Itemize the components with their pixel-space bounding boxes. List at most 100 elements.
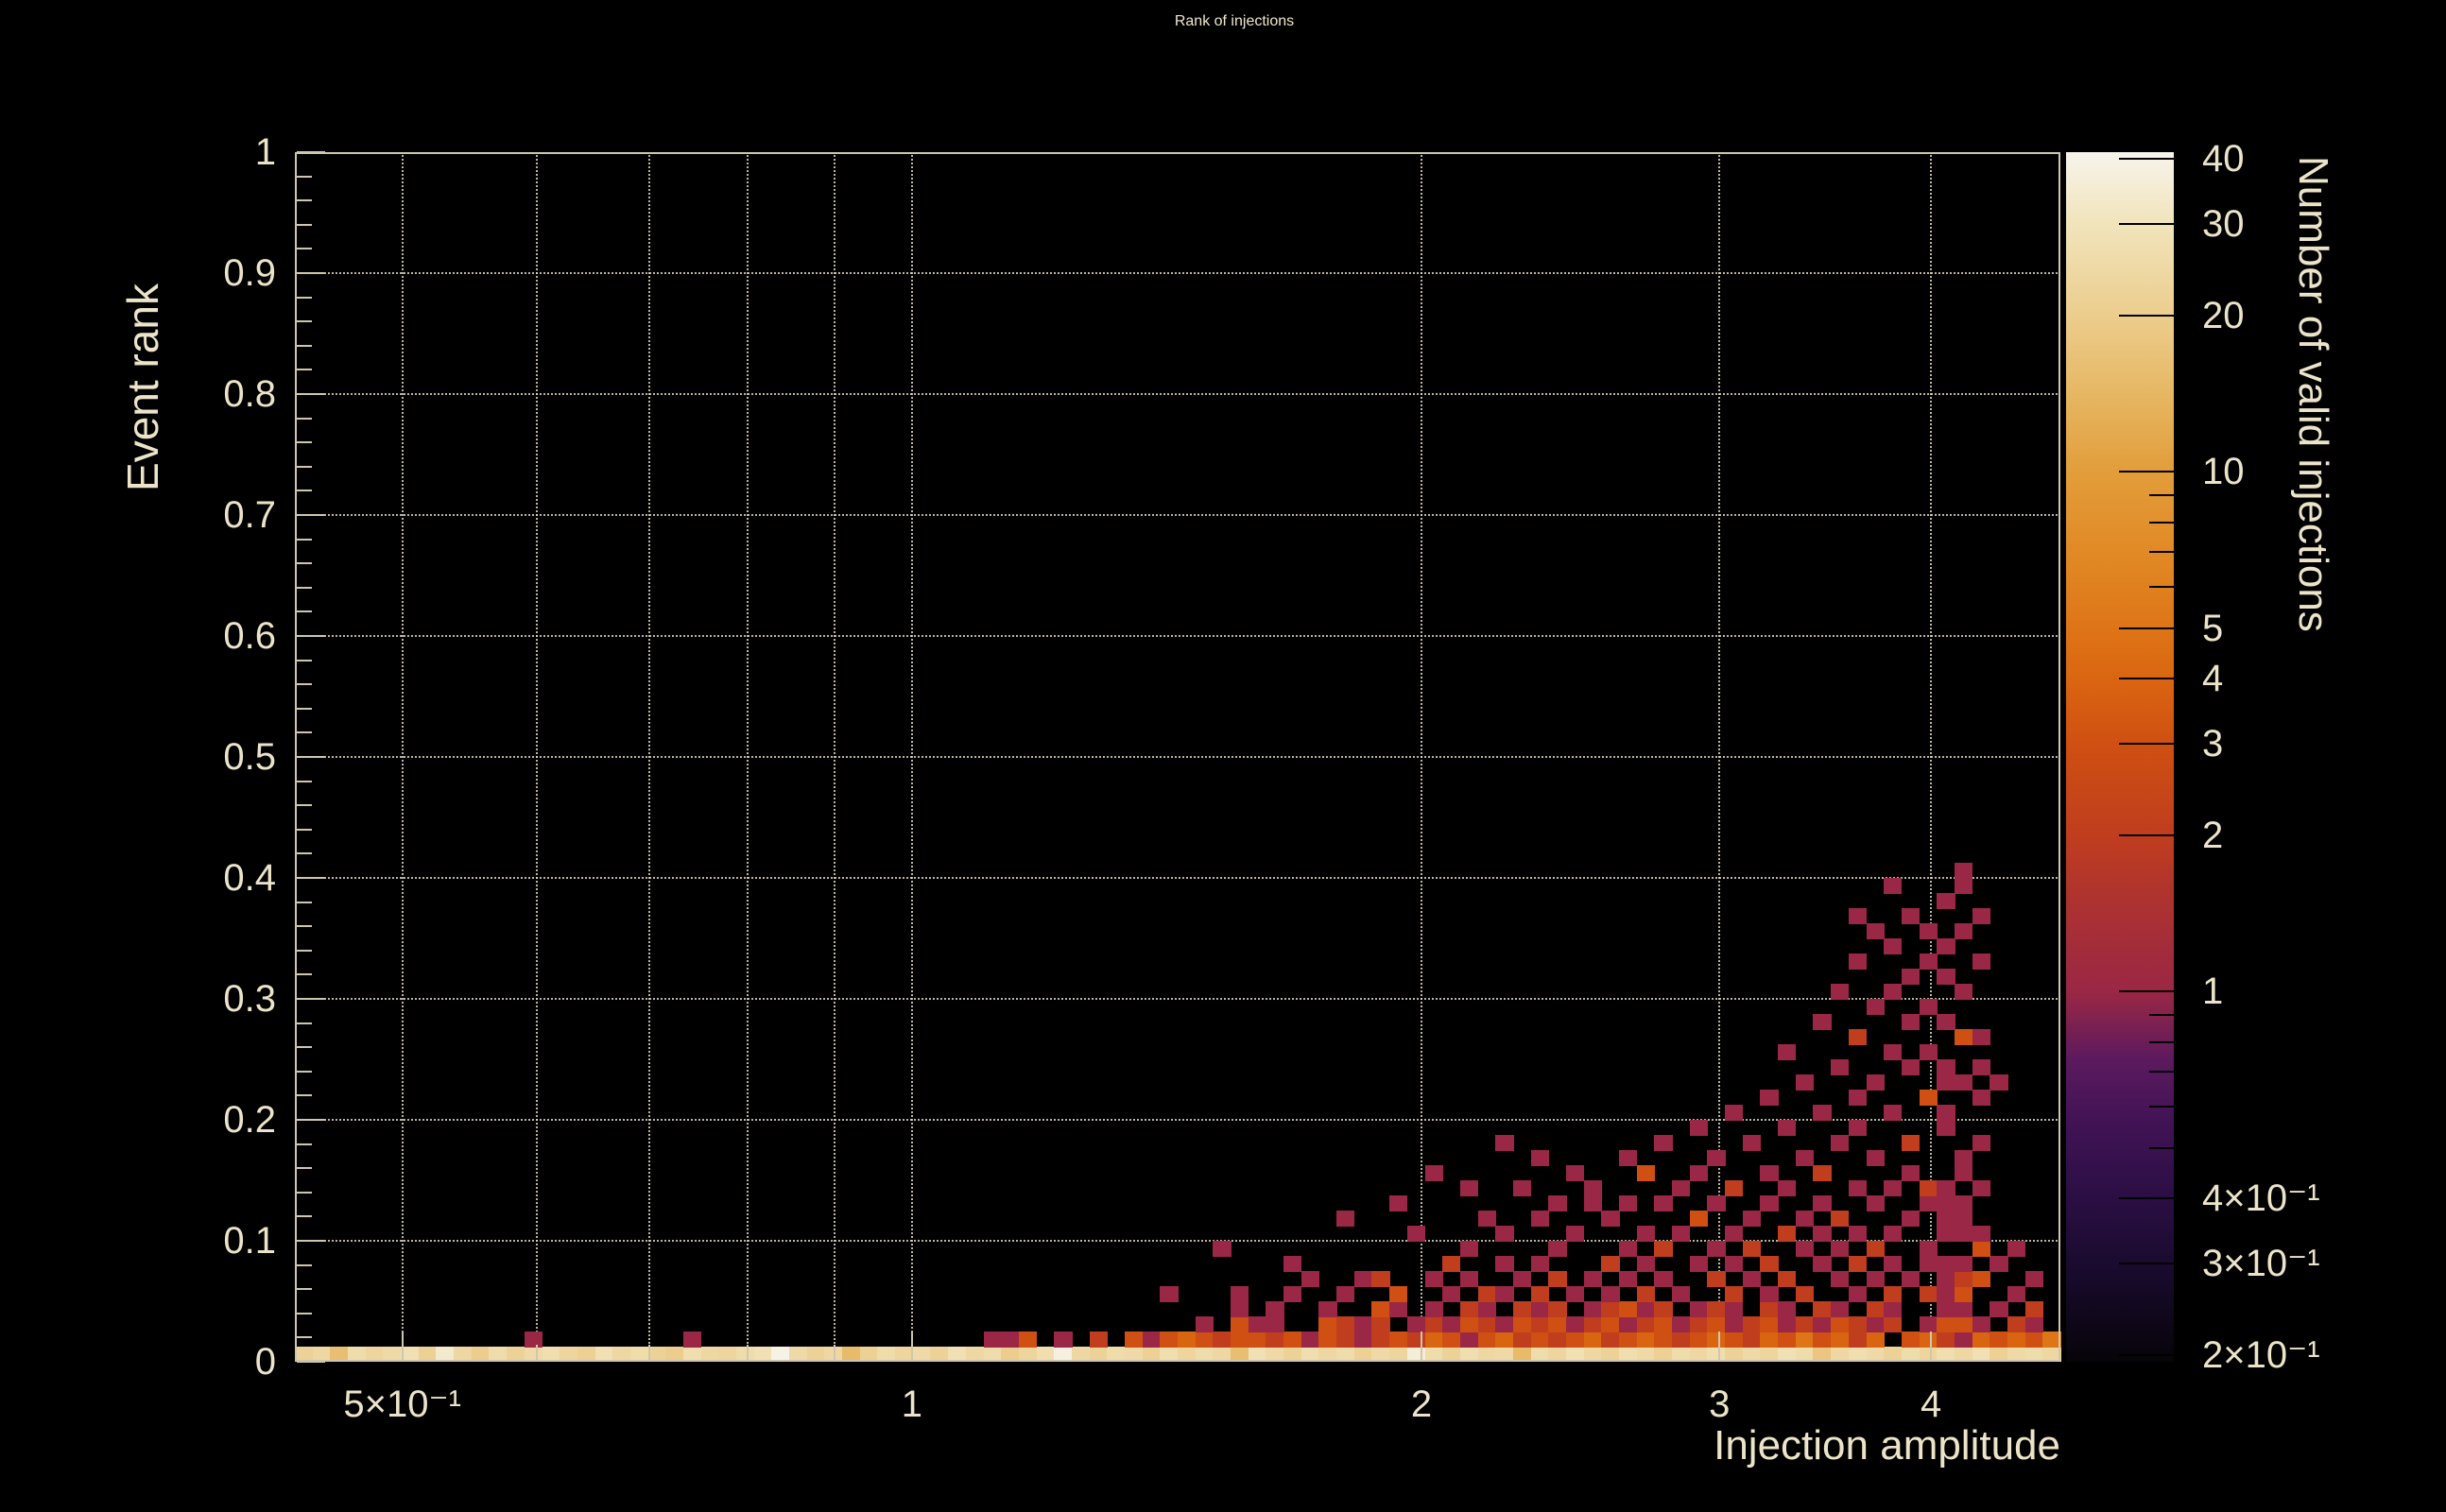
heatmap-cell: [1742, 1241, 1762, 1257]
heatmap-cell: [682, 1332, 702, 1348]
heatmap-cell: [647, 1347, 666, 1362]
colorbar-tick-label: 5: [2202, 607, 2224, 649]
heatmap-cell: [948, 1347, 967, 1362]
heatmap-cell: [1054, 1332, 1073, 1348]
heatmap-cell: [1654, 1316, 1673, 1332]
heatmap-cell: [454, 1347, 473, 1362]
heatmap-cell: [1548, 1316, 1567, 1332]
heatmap-cell: [1477, 1286, 1496, 1302]
heatmap-cell: [1901, 1347, 1921, 1362]
heatmap-cell: [1707, 1316, 1726, 1332]
x-axis-major-tick: [910, 1332, 913, 1360]
y-axis-minor-tick: [297, 586, 312, 589]
heatmap-cell: [1937, 1195, 1955, 1211]
heatmap-cell: [736, 1347, 755, 1362]
x-axis-minor-tick: [648, 1345, 651, 1360]
heatmap-cell: [1919, 1347, 1938, 1362]
y-axis-minor-tick: [297, 1046, 312, 1049]
x-axis-minor-tick: [535, 1345, 538, 1360]
y-axis-tick-label: 0.7: [223, 494, 276, 536]
y-axis-major-tick: [297, 1119, 325, 1121]
colorbar-minor-tick: [2149, 1106, 2174, 1108]
heatmap-cell: [2007, 1241, 2026, 1257]
heatmap-cell: [1919, 1090, 1938, 1106]
gridline-horizontal: [295, 635, 2060, 637]
heatmap-cell: [1495, 1226, 1514, 1242]
y-axis-title: Event rank: [118, 284, 167, 491]
y-axis-minor-tick: [297, 1312, 312, 1314]
heatmap-cell: [1954, 1074, 1973, 1091]
heatmap-cell: [1619, 1332, 1638, 1348]
heatmap-cell: [1654, 1332, 1673, 1348]
heatmap-cell: [1583, 1332, 1602, 1348]
heatmap-cell: [1972, 1029, 1990, 1045]
heatmap-cell: [1195, 1347, 1214, 1362]
colorbar-major-tick: [2119, 158, 2174, 161]
heatmap-cell: [1548, 1347, 1567, 1362]
heatmap-cell: [1636, 1332, 1655, 1348]
colorbar-tick-label: 2: [2202, 814, 2224, 856]
heatmap-cell: [700, 1347, 719, 1362]
gridline-vertical: [401, 152, 404, 1362]
heatmap-cell: [1124, 1332, 1144, 1348]
colorbar-tick-label: 40: [2202, 138, 2245, 180]
heatmap-cell: [1389, 1347, 1408, 1362]
y-axis-tick-label: 0.3: [223, 978, 276, 1020]
heatmap-cell: [1742, 1271, 1762, 1287]
heatmap-cell: [1725, 1301, 1744, 1317]
heatmap-cell: [806, 1347, 825, 1362]
heatmap-cell: [1831, 1271, 1850, 1287]
gridline-horizontal: [295, 514, 2060, 516]
gridline-horizontal: [295, 393, 2060, 395]
heatmap-cell: [312, 1347, 331, 1362]
heatmap-cell: [542, 1347, 560, 1362]
heatmap-cell: [577, 1347, 596, 1362]
heatmap-cell: [1353, 1332, 1373, 1348]
heatmap-cell: [1619, 1347, 1638, 1362]
heatmap-cell: [1742, 1332, 1762, 1348]
heatmap-cell: [1813, 1316, 1832, 1332]
heatmap-cell: [1619, 1241, 1638, 1257]
heatmap-cell: [771, 1347, 790, 1362]
y-axis-minor-tick: [297, 1336, 312, 1339]
heatmap-cell: [1248, 1332, 1266, 1348]
colorbar-minor-tick: [2149, 1014, 2174, 1017]
y-axis-minor-tick: [297, 1167, 312, 1170]
heatmap-cell: [930, 1347, 949, 1362]
gridline-vertical: [833, 152, 835, 1362]
heatmap-cell: [1459, 1332, 1479, 1348]
heatmap-cell: [1742, 1347, 1762, 1362]
heatmap-cell: [1813, 1256, 1832, 1272]
colorbar-tick-label: 3×10⁻¹: [2202, 1242, 2320, 1284]
heatmap-cell: [1901, 1059, 1921, 1075]
heatmap-cell: [859, 1347, 879, 1362]
heatmap-cell: [1389, 1195, 1408, 1211]
heatmap-cell: [1266, 1332, 1284, 1348]
heatmap-cell: [1619, 1301, 1638, 1317]
x-axis-tick-label: 2: [1410, 1383, 1433, 1425]
heatmap-cell: [1089, 1347, 1108, 1362]
heatmap-cell: [1707, 1301, 1726, 1317]
heatmap-cell: [1495, 1135, 1514, 1151]
y-axis-minor-tick: [297, 973, 312, 976]
heatmap-cell: [1636, 1301, 1655, 1317]
heatmap-cell: [1583, 1195, 1602, 1211]
colorbar-major-tick: [2119, 627, 2174, 629]
heatmap-cell: [1565, 1226, 1585, 1242]
heatmap-cell: [1336, 1347, 1355, 1362]
heatmap-cell: [1619, 1195, 1638, 1211]
heatmap-cell: [1760, 1301, 1779, 1317]
heatmap-cell: [1937, 1256, 1955, 1272]
y-axis-tick-label: 0: [254, 1341, 276, 1383]
heatmap-cell: [1530, 1150, 1549, 1166]
colorbar-major-tick: [2119, 833, 2174, 836]
y-axis-minor-tick: [297, 1070, 312, 1073]
gridline-vertical: [910, 152, 913, 1362]
heatmap-cell: [1972, 1332, 1990, 1348]
heatmap-cell: [1778, 1301, 1797, 1317]
heatmap-cell: [1954, 1347, 1973, 1362]
heatmap-cell: [1548, 1301, 1567, 1317]
heatmap-cell: [1318, 1301, 1337, 1317]
heatmap-cell: [1318, 1332, 1337, 1348]
heatmap-cell: [1848, 1226, 1868, 1242]
